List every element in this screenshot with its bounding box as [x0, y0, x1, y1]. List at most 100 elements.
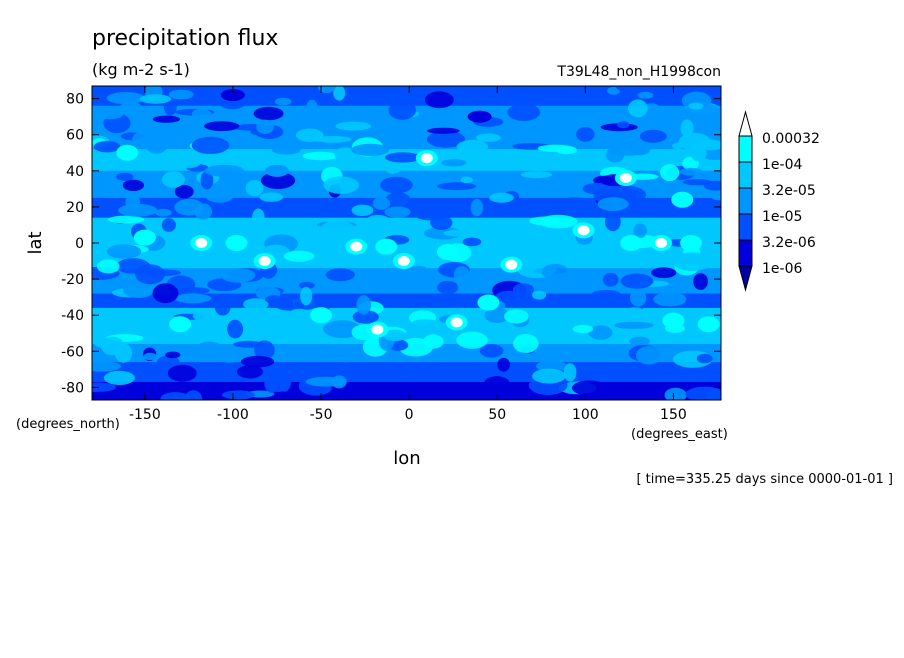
heatmap-cell	[288, 308, 313, 321]
heatmap-cell	[92, 382, 116, 392]
heatmap-cell	[384, 206, 411, 218]
heatmap-cell	[214, 298, 231, 316]
heatmap-cell	[184, 390, 203, 400]
precip-feature	[350, 241, 363, 252]
heatmap-cell	[557, 197, 593, 214]
heatmap-cell	[541, 263, 569, 280]
y-tick-label: -60	[61, 344, 84, 360]
heatmap-cell	[460, 176, 473, 184]
heatmap-cell	[174, 158, 201, 169]
y-tick-label: 60	[66, 128, 84, 144]
heatmap-cell	[412, 205, 449, 221]
heatmap-cell	[300, 286, 313, 306]
colorbar-swatch	[738, 135, 753, 163]
heatmap-cell	[525, 156, 555, 172]
heatmap-cell	[616, 86, 641, 92]
y-tick-label: -80	[61, 380, 84, 396]
heatmap-cell	[302, 151, 339, 161]
x-tick-label: -100	[217, 407, 249, 423]
heatmap-cell	[607, 87, 620, 95]
precip-feature	[505, 259, 518, 270]
heatmap-cell	[696, 353, 713, 364]
heatmap-cell	[483, 376, 510, 392]
heatmap-cell	[484, 307, 510, 324]
heatmap-cell	[572, 324, 594, 334]
precip-feature	[685, 238, 698, 248]
heatmap-cell	[205, 251, 236, 263]
heatmap-cell	[274, 97, 292, 106]
colorbar-top-arrow	[738, 110, 753, 137]
heatmap-cell	[161, 218, 176, 232]
y-tick-label: -40	[61, 308, 84, 324]
y-tick-label: 0	[75, 236, 84, 252]
heatmap-cell	[365, 214, 391, 229]
heatmap-cell	[220, 354, 239, 363]
heatmap-cell	[331, 375, 347, 389]
heatmap-cell	[680, 167, 703, 176]
heatmap-cell	[346, 170, 362, 178]
colorbar-label: 1e-05	[762, 209, 802, 225]
x-axis-label: lon	[393, 448, 420, 469]
x-tick-label: 0	[405, 407, 414, 423]
precip-feature	[380, 241, 393, 252]
heatmap-cell	[582, 182, 614, 195]
heatmap-cell	[334, 147, 356, 162]
precip-feature	[676, 194, 689, 205]
heatmap-cell	[637, 91, 654, 99]
heatmap-cell	[299, 281, 315, 289]
heatmap-cell	[92, 351, 101, 363]
precip-feature	[371, 324, 384, 335]
heatmap-cell	[259, 192, 284, 202]
x-tick-label: -150	[129, 407, 161, 423]
heatmap-cell	[174, 198, 204, 216]
heatmap-cell	[385, 152, 421, 163]
heatmap-cell	[630, 289, 647, 307]
heatmap-cell	[135, 264, 166, 285]
colorbar-bottom-arrow	[738, 265, 753, 292]
x-axis: -150 -100 -50 0 50 100 150	[129, 86, 687, 423]
heatmap-cell	[204, 164, 245, 177]
precip-feature	[258, 256, 271, 267]
heatmap-cell	[385, 192, 411, 206]
heatmap-cell	[352, 310, 379, 324]
precip-feature	[502, 384, 527, 397]
precip-feature	[195, 238, 208, 248]
precip-feature	[315, 310, 328, 321]
heatmap-cell	[476, 133, 501, 142]
precip-feature	[450, 317, 463, 328]
heatmap-cell	[628, 99, 648, 118]
heatmap-cell	[437, 280, 459, 295]
heatmap-cell	[236, 365, 264, 379]
colorbar-swatch	[738, 213, 753, 241]
heatmap-cell	[372, 197, 391, 210]
heatmap-cell	[693, 273, 708, 290]
heatmap-cell	[636, 346, 662, 365]
heatmap-cell	[333, 86, 346, 101]
heatmap-cell	[318, 86, 335, 93]
heatmap-cell	[152, 115, 181, 123]
heatmap-cell	[271, 145, 301, 155]
heatmap-cell	[671, 142, 685, 150]
heatmap-cell	[380, 176, 413, 194]
precip-feature	[230, 238, 243, 248]
heatmap-cell	[633, 223, 647, 238]
precip-feature	[577, 225, 590, 236]
colorbar-label: 1e-06	[762, 261, 802, 277]
y-axis-label: lat	[25, 231, 46, 254]
heatmap-cell	[456, 139, 489, 154]
heatmap-cell	[408, 265, 427, 273]
heatmap-cell	[685, 386, 721, 400]
heatmap-cell	[329, 354, 362, 363]
heatmap-cell	[152, 283, 179, 304]
colorbar-swatch	[738, 161, 753, 189]
heatmap-cell	[107, 215, 145, 224]
heatmap-cell	[437, 182, 477, 191]
heatmap-cell	[160, 392, 191, 400]
heatmap-cell	[617, 121, 630, 129]
heatmap-cell	[532, 368, 566, 384]
heatmap-cell	[385, 162, 401, 174]
heatmap-cell	[711, 194, 721, 201]
heatmap-cell	[283, 250, 315, 262]
